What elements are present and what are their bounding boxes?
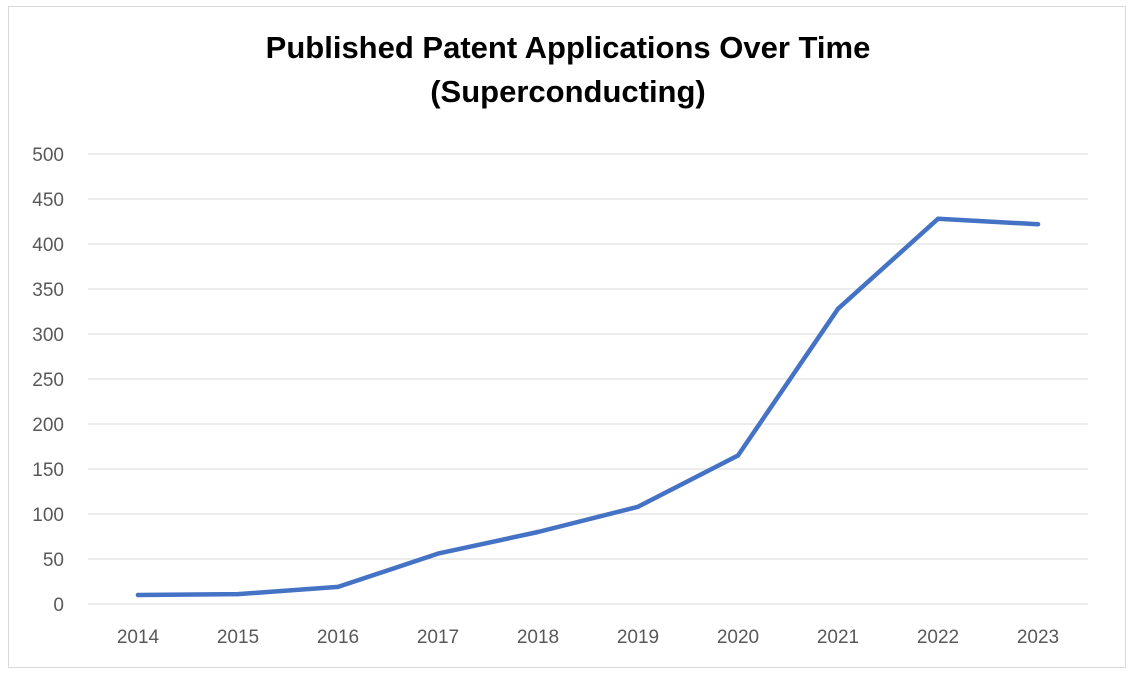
y-tick-label-0: 0 [53, 595, 64, 616]
data-point-2019 [635, 504, 641, 509]
y-tick-label-350: 350 [32, 280, 64, 301]
series-group [135, 216, 1041, 598]
y-tick-label-150: 150 [32, 460, 64, 481]
x-tick-label-2014: 2014 [117, 627, 160, 648]
y-tick-label-50: 50 [43, 550, 64, 571]
y-tick-label-250: 250 [32, 370, 64, 391]
x-tick-label-2021: 2021 [817, 627, 859, 648]
x-tick-label-2018: 2018 [517, 627, 559, 648]
x-tick-label-2023: 2023 [1017, 627, 1059, 648]
x-tick-label-2019: 2019 [617, 627, 659, 648]
y-tick-label-200: 200 [32, 415, 64, 436]
data-point-2020 [735, 453, 741, 458]
data-point-2015 [235, 591, 241, 597]
x-tick-label-2017: 2017 [417, 627, 459, 648]
y-tick-label-400: 400 [32, 235, 64, 256]
y-tick-label-100: 100 [32, 505, 64, 526]
chart-subtitle: (Superconducting) [430, 74, 706, 109]
data-point-2017 [435, 551, 441, 556]
data-point-2018 [535, 529, 541, 535]
x-tick-label-2020: 2020 [717, 627, 759, 648]
chart-title: Published Patent Applications Over Time … [0, 26, 1136, 114]
chart-frame [8, 6, 1126, 668]
data-point-2021 [835, 306, 841, 311]
y-axis-ticks: 0 50 100 150 200 250 300 350 400 450 500 [32, 145, 64, 616]
x-tick-label-2015: 2015 [217, 627, 259, 648]
data-point-2023 [1035, 222, 1041, 227]
x-tick-label-2016: 2016 [317, 627, 359, 648]
data-point-2014 [135, 592, 141, 598]
y-tick-label-500: 500 [32, 145, 64, 166]
x-axis-ticks: 2014 2015 2016 2017 2018 2019 2020 2021 2022 2023 [117, 627, 1059, 648]
y-tick-label-450: 450 [32, 190, 64, 211]
data-point-2016 [335, 584, 341, 590]
series-line-0 [135, 216, 1041, 598]
chart-title-line: Published Patent Applications Over Time [265, 30, 871, 65]
x-tick-label-2022: 2022 [917, 627, 959, 648]
data-point-2022 [935, 216, 941, 221]
y-tick-label-300: 300 [32, 325, 64, 346]
gridlines [88, 153, 1088, 605]
